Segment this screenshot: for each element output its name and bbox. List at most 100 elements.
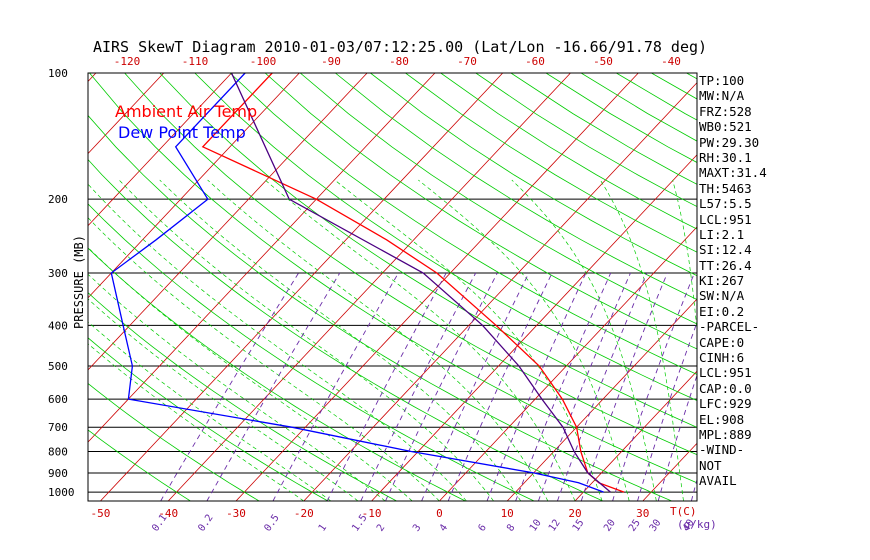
- dry-adiabat-line: [335, 73, 697, 300]
- index-row: LCL:951: [699, 365, 752, 381]
- isotherm-line: [88, 73, 232, 227]
- series-parcel-line: [230, 73, 611, 493]
- x-tick-label: -30: [226, 507, 246, 520]
- moist-adiabat-line: [88, 298, 359, 501]
- index-row: -WIND-: [699, 442, 745, 458]
- index-row: TH:5463: [699, 180, 752, 196]
- mixing-ratio-label: 6: [476, 522, 488, 533]
- mixing-ratio-line: [580, 272, 668, 501]
- moist-adiabat-line: [88, 183, 467, 501]
- dry-adiabat-line: [88, 382, 260, 501]
- dry-adiabat-line: [88, 158, 604, 501]
- index-row: TP:100: [699, 73, 745, 88]
- dry-adiabat-line: [405, 73, 697, 253]
- y-tick-label: 700: [48, 421, 68, 434]
- index-row: -PARCEL-: [699, 319, 760, 335]
- index-row: AVAIL: [699, 473, 737, 489]
- index-row: EI:0.2: [699, 303, 745, 319]
- index-row: NOT: [699, 457, 722, 473]
- index-row: LFC:929: [699, 396, 752, 412]
- x-tick-label: 30: [636, 507, 649, 520]
- index-row: MPL:889: [699, 426, 752, 442]
- x-tick-label: 0: [436, 507, 443, 520]
- moist-adiabat-line: [88, 321, 332, 501]
- isotherm-line: [88, 73, 368, 371]
- isotherm-line: [88, 73, 436, 443]
- mixing-ratio-line: [537, 272, 631, 501]
- mixing-ratio-label: 4: [438, 522, 450, 533]
- mixing-ratio-label: 0.5: [262, 513, 281, 534]
- x-tick-label: -40: [158, 507, 178, 520]
- index-row: TT:26.4: [699, 257, 752, 273]
- isotherm-line: [88, 73, 300, 299]
- dry-adiabat-line: [88, 247, 466, 501]
- legend-ambient-air-temp: Ambient Air Temp: [115, 102, 257, 121]
- x-tick-label: 10: [501, 507, 514, 520]
- y-tick-label: 100: [48, 67, 68, 80]
- index-row: WB0:521: [699, 119, 752, 135]
- index-row: SI:12.4: [699, 242, 752, 258]
- moist-adiabat-line: [88, 343, 304, 501]
- dry-adiabat-line: [159, 73, 697, 428]
- moist-adiabat-line: [207, 179, 549, 501]
- mixing-ratio-line: [206, 272, 341, 501]
- y-tick-label: 200: [48, 193, 68, 206]
- index-row: MW:N/A: [699, 88, 745, 104]
- top-tick-label: -60: [525, 55, 545, 68]
- y-tick-label: 500: [48, 360, 68, 373]
- mixing-ratio-label: 8: [505, 522, 517, 533]
- mixing-ratio-line: [272, 272, 399, 501]
- top-tick-label: -40: [661, 55, 681, 68]
- background-lines: [0, 73, 697, 501]
- mixing-ratio-label: 10: [528, 518, 544, 534]
- dry-adiabat-line: [229, 73, 697, 375]
- isotherm-line: [88, 73, 165, 155]
- mixing-ratio-label: 30: [648, 518, 664, 534]
- mixing-ratio-line: [612, 272, 695, 501]
- top-tick-label: -50: [593, 55, 613, 68]
- chart-title: AIRS SkewT Diagram 2010-01-03/07:12:25.0…: [93, 38, 707, 56]
- mixing-ratio-line: [637, 321, 697, 501]
- moist-adiabat-line: [600, 179, 684, 501]
- dry-adiabat-line: [88, 114, 672, 501]
- dry-adiabat-line: [88, 292, 397, 501]
- isotherm-line: [100, 73, 504, 501]
- mixing-ratio-label: 20: [602, 518, 618, 534]
- top-tick-label: -120: [114, 55, 141, 68]
- dry-adiabat-line: [264, 73, 697, 350]
- top-tick-label: -90: [321, 55, 341, 68]
- y-tick-label: 800: [48, 446, 68, 459]
- moist-adiabat-line: [264, 179, 576, 501]
- y-tick-label: 400: [48, 319, 68, 332]
- moist-adiabat-line: [88, 217, 440, 501]
- index-row: EL:908: [699, 411, 745, 427]
- mixing-ratio-unit-label: (g/kg): [677, 518, 717, 531]
- moist-adiabat-line: [88, 246, 413, 501]
- dry-adiabat-line: [299, 73, 697, 325]
- mixing-ratio-line: [556, 272, 648, 501]
- index-row: KI:267: [699, 273, 745, 289]
- dry-adiabat-line: [88, 337, 329, 501]
- mixing-ratio-line: [385, 272, 498, 501]
- isotherm-line: [0, 73, 28, 501]
- index-row: FRZ:528: [699, 103, 752, 119]
- moist-adiabat-line: [511, 179, 657, 501]
- y-axis-label: PRESSURE (MB): [72, 235, 86, 329]
- x-tick-label: -20: [294, 507, 314, 520]
- moist-adiabat-line: [118, 179, 494, 501]
- dry-adiabat-line: [194, 73, 697, 401]
- dry-adiabat-line: [89, 73, 697, 484]
- index-row: PW:29.30: [699, 134, 760, 150]
- top-tick-label: -70: [457, 55, 477, 68]
- moist-adiabat-line: [334, 179, 603, 501]
- dry-adiabat-line: [88, 429, 191, 501]
- plot-frame: [87, 72, 698, 502]
- index-row: CAP:0.0: [699, 380, 752, 396]
- y-tick-label: 900: [48, 467, 68, 480]
- mixing-ratio-label: 12: [547, 518, 563, 534]
- isotherm-line: [167, 73, 571, 501]
- isotherm-line: [303, 82, 697, 501]
- moist-adiabat-line: [88, 273, 386, 501]
